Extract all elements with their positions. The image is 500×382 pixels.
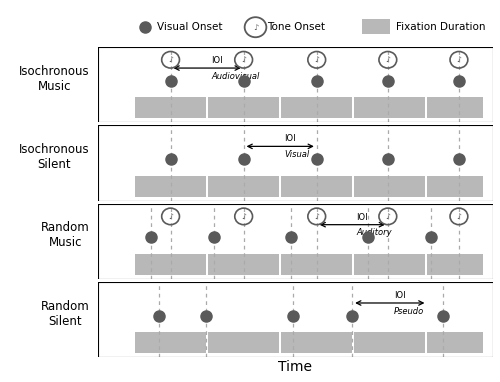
Text: Visual: Visual [284,150,310,159]
Bar [354,97,426,118]
Text: ♪: ♪ [386,212,390,221]
Text: Random
Silent: Random Silent [41,299,90,327]
Bar [208,332,279,353]
Bar [354,176,426,197]
Text: IOI: IOI [284,134,296,143]
Bar [281,97,352,118]
Text: Random
Music: Random Music [41,221,90,249]
Text: Time: Time [278,360,312,374]
Bar [208,176,279,197]
Text: ♪: ♪ [456,212,462,221]
Bar [428,176,482,197]
Text: Fixation Duration: Fixation Duration [396,22,485,32]
Text: IOI: IOI [211,56,222,65]
Bar [362,19,390,34]
Text: IOI: IOI [356,213,368,222]
Text: ♪: ♪ [241,55,246,64]
Text: ♪: ♪ [386,55,390,64]
Bar [135,97,206,118]
Bar [354,332,426,353]
Text: IOI: IOI [394,291,406,300]
Bar [281,176,352,197]
Bar [281,332,352,353]
Bar [354,254,426,275]
Text: ♪: ♪ [253,23,258,32]
Text: ♪: ♪ [314,212,319,221]
Text: Isochronous
Music: Isochronous Music [19,65,90,92]
Text: Audiovisual: Audiovisual [211,72,260,81]
Text: ♪: ♪ [314,55,319,64]
Bar [135,332,206,353]
Text: Isochronous
Silent: Isochronous Silent [19,143,90,171]
Bar [428,332,482,353]
Bar [208,254,279,275]
Text: Visual Onset: Visual Onset [157,22,222,32]
Text: ♪: ♪ [168,55,173,64]
Text: Auditory: Auditory [356,228,392,238]
Bar [281,254,352,275]
Text: Tone Onset: Tone Onset [268,22,326,32]
Text: ♪: ♪ [456,55,462,64]
Bar [135,176,206,197]
Bar [428,97,482,118]
Text: ♪: ♪ [241,212,246,221]
Text: Pseudo: Pseudo [394,307,424,316]
Text: ♪: ♪ [168,212,173,221]
Bar [428,254,482,275]
Bar [135,254,206,275]
Bar [208,97,279,118]
